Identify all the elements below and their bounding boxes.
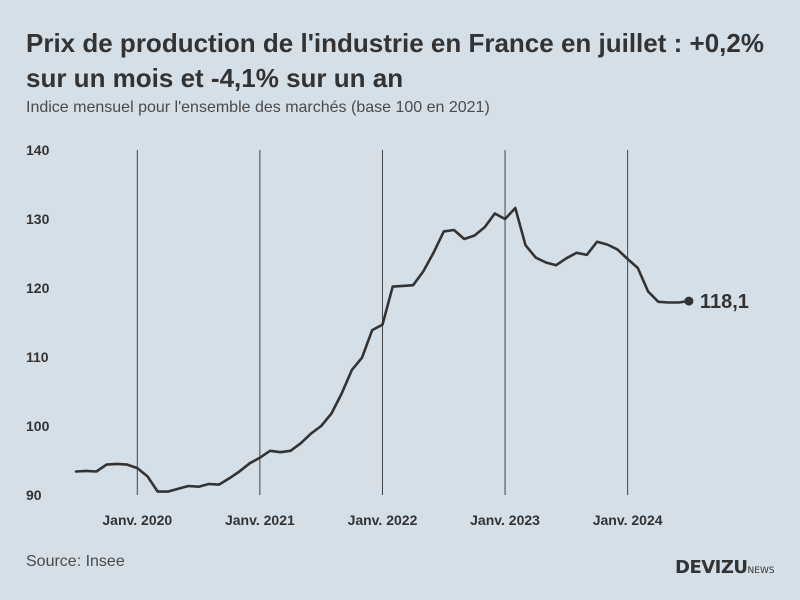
- chart-title: Prix de production de l'industrie en Fra…: [26, 28, 764, 93]
- x-tick-label: Janv. 2024: [593, 512, 663, 528]
- y-tick-label: 120: [26, 280, 50, 296]
- series-line: [74, 206, 691, 493]
- x-tick-label: Janv. 2022: [348, 512, 418, 528]
- brand-logo-main: DEVIZU: [675, 557, 748, 578]
- x-tick-label: Janv. 2023: [470, 512, 540, 528]
- brand-logo: DEVIZUNEWS: [675, 557, 775, 578]
- x-axis-ticks: Janv. 2020 Janv. 2021 Janv. 2022 Janv. 2023…: [102, 512, 662, 528]
- end-point-marker: [684, 296, 694, 306]
- y-tick-label: 90: [26, 487, 42, 503]
- y-tick-label: 130: [26, 211, 50, 227]
- brand-logo-suffix: NEWS: [747, 566, 775, 576]
- y-tick-label: 100: [26, 418, 50, 434]
- source-note: Source: Insee: [26, 553, 125, 570]
- end-value-label: 118,1: [700, 291, 749, 313]
- y-tick-label: 140: [26, 142, 50, 158]
- y-tick-label: 110: [26, 349, 49, 365]
- y-axis-ticks: 90 100 110 120 130 140: [26, 142, 50, 503]
- series-layer: 118,1: [74, 206, 749, 493]
- x-tick-label: Janv. 2020: [102, 512, 172, 528]
- x-tick-label: Janv. 2021: [225, 512, 295, 528]
- chart-subtitle: Indice mensuel pour l'ensemble des march…: [26, 99, 490, 116]
